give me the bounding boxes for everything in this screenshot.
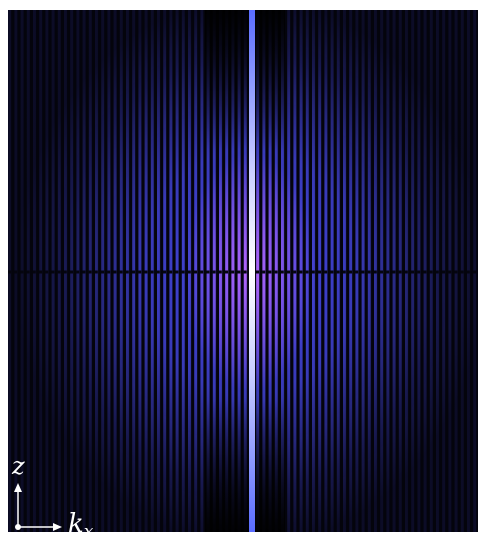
kx-subscript: x [84, 522, 94, 538]
page: z kx (() => { const data = JSON.parse(do… [0, 0, 485, 538]
origin [15, 524, 21, 530]
dark-notch-top [205, 10, 285, 150]
figure: z kx [0, 0, 485, 538]
central-beam [249, 10, 255, 532]
kx-base: k [68, 509, 84, 538]
dark-notch-bottom [205, 400, 285, 532]
z-label: z [11, 452, 25, 480]
